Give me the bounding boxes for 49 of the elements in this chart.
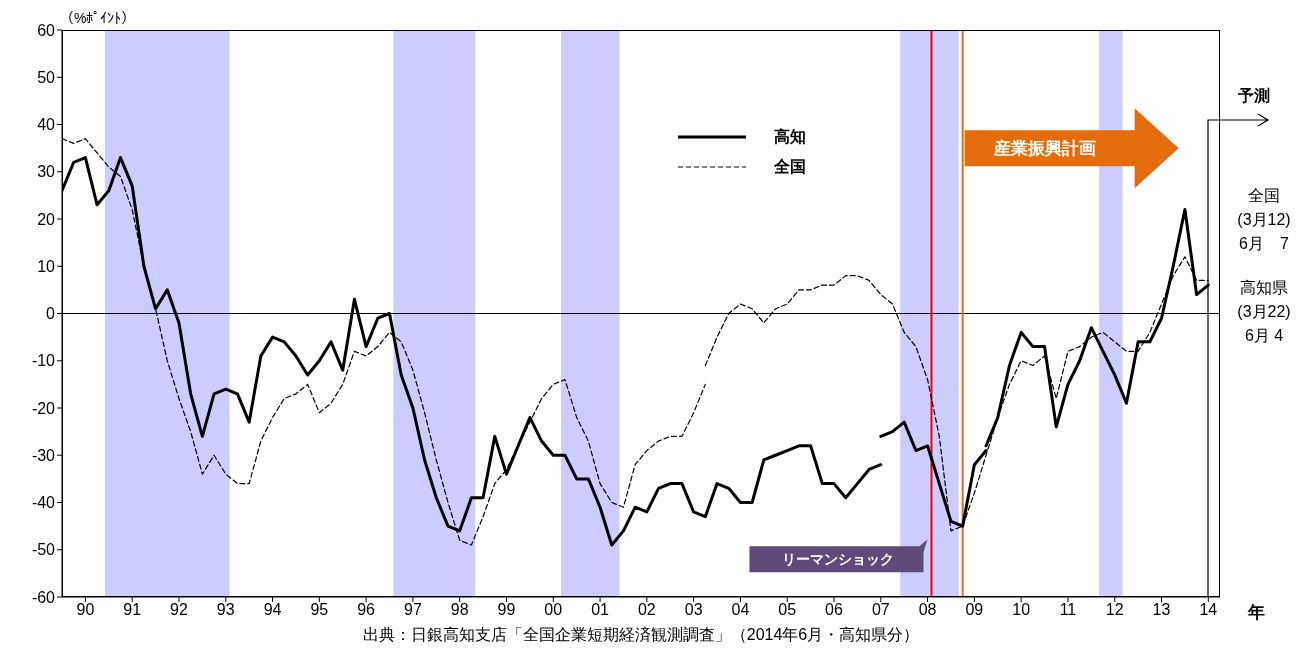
x-tick-label: 12 <box>1105 601 1124 619</box>
y-tick-label: 10 <box>37 257 56 275</box>
x-axis-title: 年 <box>1248 602 1265 624</box>
text: 高知県 (3月22) 6月 4 <box>1236 278 1292 346</box>
x-tick-label: 97 <box>404 601 422 619</box>
x-tick-label: 06 <box>825 601 843 619</box>
x-tick-label: 01 <box>591 601 610 619</box>
legend-label: 全国 <box>773 156 806 177</box>
x-tick-label: 94 <box>263 601 282 619</box>
x-tick-label: 10 <box>1012 601 1031 619</box>
y-tick-label: 0 <box>46 305 56 323</box>
y-tick-label: -20 <box>31 399 56 417</box>
annotation: リーマンショック <box>782 551 895 568</box>
x-tick-label: 08 <box>918 601 937 619</box>
x-tick-label: 96 <box>357 601 376 619</box>
legend-label: 高知 <box>773 126 806 147</box>
x-tick-label: 91 <box>123 601 142 619</box>
y-tick-label: 20 <box>37 210 56 228</box>
x-tick-label: 11 <box>1059 601 1077 619</box>
x-tick-label: 03 <box>684 601 703 619</box>
x-tick-label: 93 <box>216 601 235 619</box>
source-note: 出典：日銀高知支店「全国企業短期経済観測調査」（2014年6月・高知県分） <box>361 625 921 645</box>
text: 全国 (3月12) 6月 7 <box>1236 186 1292 254</box>
y-tick-label: 50 <box>37 68 56 86</box>
tag-callout: リーマンショック <box>749 539 928 573</box>
y-tick-label: 60 <box>37 21 56 39</box>
x-tick-label: 00 <box>544 601 563 619</box>
x-tick-label: 13 <box>1152 601 1171 619</box>
x-tick-label: 98 <box>450 601 469 619</box>
x-tick-label: 05 <box>778 601 797 619</box>
x-tick-label: 99 <box>497 601 516 619</box>
y-axis-title: （%ﾎﾟｲﾝﾄ） <box>60 10 136 26</box>
y-tick-label: -30 <box>31 446 56 464</box>
x-tick-label: 90 <box>76 601 95 619</box>
x-tick-label: 02 <box>637 601 656 619</box>
text: 予測 <box>1238 86 1270 106</box>
y-tick-label: 30 <box>37 163 56 181</box>
y-tick-label: -50 <box>31 541 56 559</box>
x-tick-label: 95 <box>310 601 329 619</box>
y-tick-label: -40 <box>31 494 56 512</box>
y-tick-label: -10 <box>31 352 56 370</box>
y-tick-label: 40 <box>37 116 56 134</box>
x-tick-label: 09 <box>965 601 984 619</box>
annotation: 産業振興計画 <box>992 139 1096 159</box>
y-tick-label: -60 <box>31 588 56 606</box>
x-tick-label: 92 <box>170 601 188 619</box>
x-tick-label: 14 <box>1199 601 1218 619</box>
x-tick-label: 07 <box>871 601 890 619</box>
x-tick-label: 04 <box>731 601 750 619</box>
